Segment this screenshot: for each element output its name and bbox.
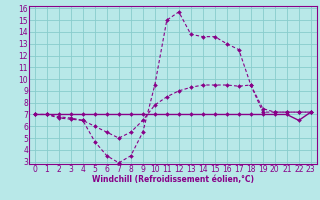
X-axis label: Windchill (Refroidissement éolien,°C): Windchill (Refroidissement éolien,°C) — [92, 175, 254, 184]
